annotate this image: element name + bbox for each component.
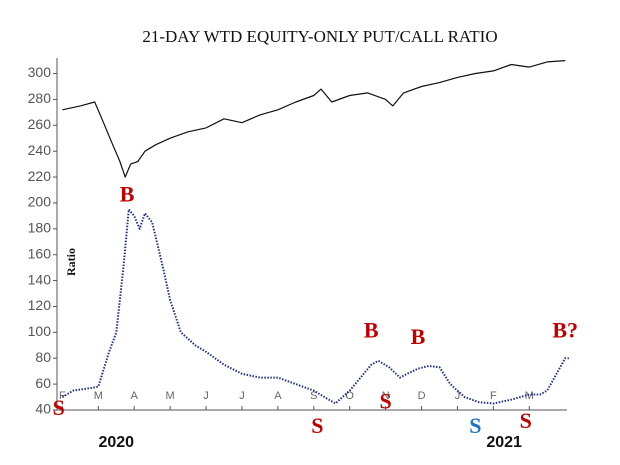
annotation: B? [552, 317, 578, 342]
y-tick-label: 120 [28, 297, 52, 313]
y-tick-label: 80 [35, 349, 51, 365]
annotation: S [311, 413, 323, 438]
series-line [61, 208, 569, 405]
x-tick-label: J [239, 390, 245, 402]
year-label: 2020 [98, 434, 134, 451]
y-axis-label: Ratio [64, 248, 78, 276]
x-tick-label: S [310, 390, 317, 402]
y-tick-label: 300 [28, 64, 52, 80]
x-tick-label: M [525, 390, 534, 402]
y-tick-label: 200 [28, 194, 52, 210]
y-tick-label: 180 [28, 220, 52, 236]
y-tick-label: 100 [28, 323, 52, 339]
annotation: B [120, 182, 135, 207]
annotation: S [380, 389, 392, 414]
x-tick-label: A [274, 390, 282, 402]
chart-title: 21-DAY WTD EQUITY-ONLY PUT/CALL RATIO [142, 27, 497, 46]
y-tick-label: 160 [28, 245, 52, 261]
x-tick-label: M [94, 390, 103, 402]
series-line [62, 60, 566, 178]
x-tick-label: J [203, 390, 209, 402]
x-tick-label: O [345, 390, 354, 402]
x-tick-label: A [131, 390, 139, 402]
x-tick-label: M [166, 390, 175, 402]
annotation: B [364, 317, 379, 342]
x-tick-label: J [455, 390, 461, 402]
y-tick-label: 140 [28, 271, 52, 287]
annotation: B [411, 324, 426, 349]
x-tick-label: N [382, 390, 390, 402]
x-tick-label: F [490, 390, 497, 402]
y-tick-label: 220 [28, 168, 52, 184]
y-tick-label: 60 [35, 375, 51, 391]
annotation: S [53, 395, 65, 420]
annotation: S [469, 413, 481, 438]
y-tick-label: 280 [28, 90, 52, 106]
annotation: S [520, 408, 532, 433]
x-tick-label: D [418, 390, 426, 402]
y-tick-label: 40 [35, 401, 51, 417]
y-tick-label: 240 [28, 142, 52, 158]
y-tick-label: 260 [28, 116, 52, 132]
year-label: 2021 [486, 434, 522, 451]
